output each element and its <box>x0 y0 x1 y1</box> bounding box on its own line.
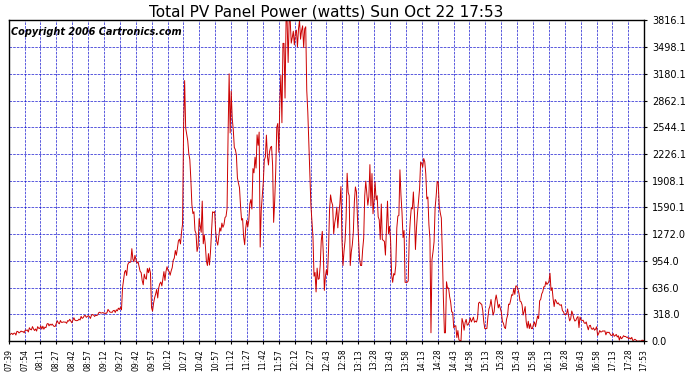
Title: Total PV Panel Power (watts) Sun Oct 22 17:53: Total PV Panel Power (watts) Sun Oct 22 … <box>149 4 504 19</box>
Text: Copyright 2006 Cartronics.com: Copyright 2006 Cartronics.com <box>10 27 181 37</box>
